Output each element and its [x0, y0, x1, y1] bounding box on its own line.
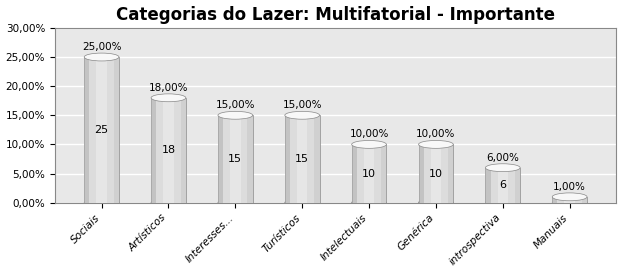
Bar	[351, 144, 386, 203]
Ellipse shape	[552, 199, 587, 207]
Bar	[180, 98, 186, 203]
Bar	[151, 98, 156, 203]
Bar	[448, 144, 453, 203]
Ellipse shape	[151, 199, 186, 207]
Bar	[163, 98, 174, 203]
Text: 15,00%: 15,00%	[216, 100, 255, 110]
Bar	[114, 57, 119, 203]
Ellipse shape	[285, 199, 320, 207]
Ellipse shape	[485, 199, 520, 207]
Text: 10: 10	[362, 168, 376, 179]
Bar	[84, 57, 90, 203]
Bar	[419, 144, 453, 203]
Bar	[381, 144, 386, 203]
Ellipse shape	[285, 111, 320, 119]
Text: 15: 15	[228, 154, 243, 164]
Text: 15,00%: 15,00%	[282, 100, 322, 110]
Bar	[430, 144, 441, 203]
Bar	[218, 115, 253, 203]
Text: 10: 10	[429, 168, 443, 179]
Text: 1,00%: 1,00%	[553, 182, 586, 192]
Bar	[84, 57, 119, 203]
Text: 18: 18	[161, 145, 175, 155]
Bar	[552, 197, 587, 203]
Text: 18,00%: 18,00%	[149, 83, 188, 93]
Bar	[285, 115, 320, 203]
Text: 15: 15	[295, 154, 309, 164]
Ellipse shape	[351, 141, 386, 148]
Ellipse shape	[419, 199, 453, 207]
Bar	[230, 115, 241, 203]
Bar	[515, 168, 520, 203]
Bar	[498, 168, 508, 203]
Ellipse shape	[218, 111, 253, 119]
Title: Categorias do Lazer: Multifatorial - Importante: Categorias do Lazer: Multifatorial - Imp…	[116, 5, 555, 23]
Bar	[248, 115, 253, 203]
Text: 6,00%: 6,00%	[486, 153, 519, 163]
Bar	[285, 115, 290, 203]
Ellipse shape	[151, 94, 186, 102]
Ellipse shape	[552, 193, 587, 201]
Bar	[419, 144, 424, 203]
Text: 25: 25	[95, 125, 109, 135]
Bar	[552, 197, 557, 203]
Text: 25,00%: 25,00%	[82, 42, 121, 52]
Bar	[582, 197, 587, 203]
Bar	[364, 144, 374, 203]
Bar	[351, 144, 357, 203]
Bar	[314, 115, 320, 203]
Bar	[485, 168, 520, 203]
Ellipse shape	[218, 199, 253, 207]
Ellipse shape	[351, 199, 386, 207]
Text: 10,00%: 10,00%	[416, 129, 455, 139]
Ellipse shape	[419, 141, 453, 148]
Text: 10,00%: 10,00%	[350, 129, 389, 139]
Bar	[485, 168, 491, 203]
Bar	[151, 98, 186, 203]
Ellipse shape	[84, 53, 119, 61]
Bar	[297, 115, 307, 203]
Bar	[218, 115, 223, 203]
Bar	[96, 57, 107, 203]
Ellipse shape	[485, 164, 520, 172]
Ellipse shape	[84, 199, 119, 207]
Bar	[564, 197, 575, 203]
Text: 6: 6	[499, 180, 506, 190]
